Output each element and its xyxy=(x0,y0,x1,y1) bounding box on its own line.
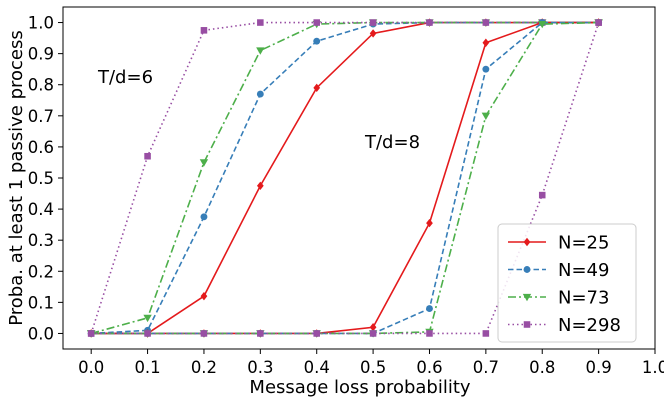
y-tick-label: 0.7 xyxy=(28,107,54,126)
data-point xyxy=(426,19,433,26)
legend-label: N=73 xyxy=(558,288,609,309)
legend-box xyxy=(497,223,637,343)
data-point xyxy=(369,29,377,38)
legend-label: N=49 xyxy=(558,260,609,281)
y-axis: 0.0 0.1 0.2 0.3 0.4 0.5 0.6 0.7 0.8 0.9 1.0 xyxy=(28,14,63,343)
legend-entry: N=73 xyxy=(508,288,609,309)
y-tick-label: 0.8 xyxy=(28,76,54,95)
legend-entry: N=25 xyxy=(508,233,609,254)
y-tick-label: 0.5 xyxy=(28,169,54,188)
x-tick-label: 0.4 xyxy=(304,358,330,377)
legend-label: N=25 xyxy=(558,233,609,254)
data-point xyxy=(595,19,602,26)
data-point xyxy=(257,330,264,337)
y-tick-label: 0.0 xyxy=(28,324,54,343)
data-point xyxy=(482,38,490,47)
data-point xyxy=(538,20,547,29)
x-tick-label: 0.1 xyxy=(134,358,160,377)
annotation-td6: T/d=6 xyxy=(97,67,153,88)
data-point xyxy=(144,152,151,160)
data-point xyxy=(200,213,208,221)
y-tick-label: 0.4 xyxy=(28,200,54,219)
x-tick-label: 1.0 xyxy=(642,358,664,377)
x-tick-label: 0.2 xyxy=(191,358,217,377)
data-point xyxy=(523,266,531,273)
legend-entry: N=298 xyxy=(508,315,621,336)
data-point xyxy=(87,330,95,337)
data-point xyxy=(481,112,491,121)
data-point xyxy=(200,291,208,301)
data-point xyxy=(482,19,490,26)
data-point xyxy=(426,305,433,313)
y-tick-label: 0.2 xyxy=(28,262,54,281)
data-point xyxy=(313,83,321,93)
data-point xyxy=(313,19,320,26)
data-point xyxy=(538,191,546,199)
annotation-td8: T/d=8 xyxy=(364,132,420,153)
legend-label: N=298 xyxy=(558,315,621,336)
series-line xyxy=(91,21,599,335)
x-tick-label: 0.9 xyxy=(585,358,611,377)
y-tick-label: 0.1 xyxy=(28,293,54,312)
x-tick-label: 0.0 xyxy=(78,358,104,377)
data-point xyxy=(257,19,264,26)
y-tick-label: 0.6 xyxy=(28,138,54,157)
data-point xyxy=(256,181,264,190)
data-point xyxy=(200,330,208,337)
data-point xyxy=(144,330,151,337)
x-axis: 0.0 0.1 0.2 0.3 0.4 0.5 0.6 0.7 0.8 0.9 1.0 xyxy=(78,349,664,377)
series-line xyxy=(90,21,599,334)
data-point xyxy=(369,19,377,26)
x-axis-label: Message loss probability xyxy=(249,377,470,398)
data-point xyxy=(426,330,433,337)
y-tick-label: 1.0 xyxy=(28,14,54,33)
data-point xyxy=(313,37,321,45)
legend-entry: N=49 xyxy=(508,260,609,281)
x-tick-label: 0.7 xyxy=(473,358,499,377)
y-tick-label: 0.9 xyxy=(28,45,54,64)
data-point xyxy=(369,330,377,337)
data-point xyxy=(256,47,265,55)
data-point xyxy=(482,330,490,337)
data-point xyxy=(200,27,208,34)
data-point xyxy=(256,90,264,98)
data-point xyxy=(523,321,531,328)
data-point xyxy=(143,314,152,323)
data-point xyxy=(522,293,532,302)
data-point xyxy=(313,330,320,337)
y-tick-label: 0.3 xyxy=(28,231,54,250)
data-point xyxy=(369,323,377,332)
data-point xyxy=(199,159,209,167)
x-tick-label: 0.3 xyxy=(247,358,273,377)
x-tick-label: 0.6 xyxy=(416,358,442,377)
x-tick-label: 0.5 xyxy=(360,358,386,377)
data-point xyxy=(426,218,433,228)
data-point xyxy=(523,237,531,247)
x-tick-label: 0.8 xyxy=(529,358,555,377)
data-point xyxy=(482,65,490,73)
y-axis-label: Proba. at least 1 passive process xyxy=(6,30,27,326)
legend: N=25 N=49 N=73 N=298 xyxy=(497,223,637,343)
